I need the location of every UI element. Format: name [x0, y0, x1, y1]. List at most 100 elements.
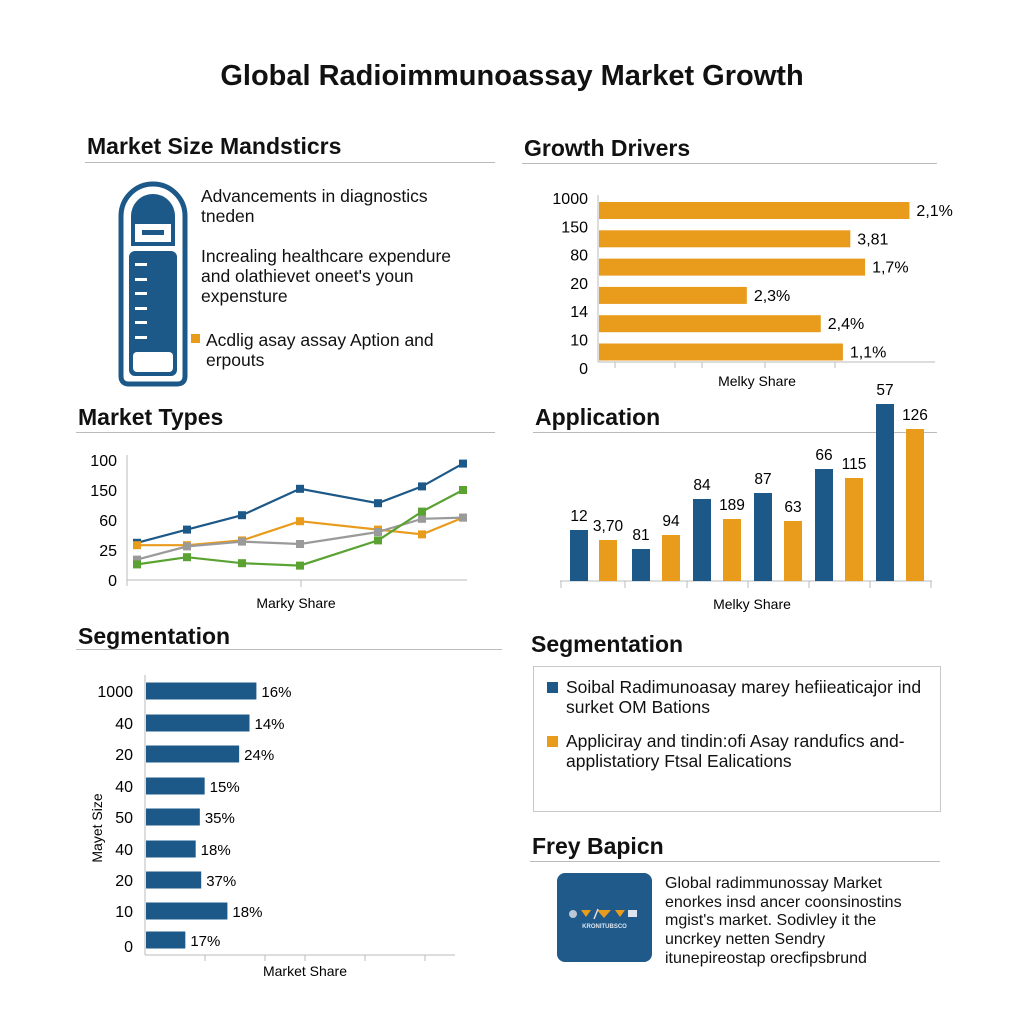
divider [530, 861, 940, 862]
y-tick-label: 100 [90, 453, 117, 470]
data-point-orange [418, 530, 426, 539]
data-point-blue [459, 459, 467, 468]
y-tick-label: 50 [115, 810, 133, 827]
data-label: 94 [662, 513, 680, 530]
data-label: 81 [632, 527, 649, 544]
market-types-chart: 0 25 60 150 100 Marky Share [90, 453, 467, 611]
data-label: 84 [693, 477, 711, 494]
divider [533, 432, 937, 433]
data-label: 63 [784, 499, 801, 516]
data-point-green [374, 536, 382, 545]
legend-item: Soibal Radimunoasay marey hefiieaticajor… [566, 677, 921, 717]
data-label: 37% [206, 873, 236, 890]
item-line: Advancements in diagnostics [201, 186, 428, 206]
bar [146, 902, 228, 920]
bar [876, 404, 894, 581]
bar [146, 745, 240, 763]
description-line: itunepireostap orecfipsbrund [665, 949, 867, 967]
data-label: 126 [902, 407, 928, 424]
market-size-item: Increaling healthcare expendure and olat… [201, 246, 451, 306]
bar [599, 202, 910, 219]
data-point-green [418, 507, 426, 516]
y-tick-label: 40 [115, 842, 133, 859]
data-label: 1,1% [850, 345, 886, 362]
divider [522, 163, 937, 164]
item-line: erpouts [206, 350, 265, 370]
data-label: 189 [719, 497, 745, 514]
data-point-gray [183, 542, 191, 551]
data-label: 12 [570, 508, 587, 525]
growth-drivers-heading: Growth Drivers [524, 135, 691, 161]
bar [693, 499, 711, 581]
data-point-green [296, 561, 304, 570]
divider [76, 649, 502, 650]
data-point-blue [296, 484, 304, 493]
y-tick-label: 25 [99, 543, 117, 560]
bar [599, 540, 617, 581]
data-point-blue [183, 525, 191, 534]
data-point-green [133, 560, 141, 569]
segmentation-chart: 1000 40 20 40 50 40 20 10 0 16% 14% 24%15% 35% 18% 37%… [89, 675, 455, 979]
test-tube-icon [118, 181, 188, 387]
bar [599, 230, 851, 248]
bar [784, 521, 802, 581]
y-tick-label: 40 [115, 779, 133, 796]
segmentation-legend-box [533, 666, 941, 812]
data-point-green [183, 553, 191, 562]
data-label: 14% [255, 716, 285, 733]
growth-drivers-chart: 1000 150 80 20 14 10 0 2,1% 3,81 1,7% 2,3% 2,4% 1,1%… [552, 191, 952, 389]
data-label: 87 [754, 471, 771, 488]
segmentation-heading: Segmentation [78, 623, 231, 649]
bar [845, 478, 863, 581]
data-label: 3,70 [593, 518, 624, 535]
application-chart: 12 3,70 81 94 84 189 87 63 66 115 57 126 Melky Share [560, 382, 932, 612]
application-heading: Application [535, 404, 661, 430]
legend-swatch-blue [547, 682, 558, 693]
data-label: 1,7% [872, 260, 908, 277]
y-axis-label: Mayet Size [89, 793, 105, 862]
segmentation-legend-heading: Segmentation [531, 631, 684, 657]
y-tick-label: 150 [90, 483, 117, 500]
data-point-gray [296, 540, 304, 548]
x-axis-label: Melky Share [718, 373, 796, 389]
data-label: 115 [842, 456, 867, 473]
bar [662, 535, 680, 581]
y-tick-label: 20 [115, 747, 133, 764]
item-line: and olathievet oneet's youn [201, 266, 414, 286]
bar [146, 931, 186, 949]
data-point-orange [133, 541, 141, 550]
item-line: expensture [201, 286, 288, 306]
bar [906, 429, 924, 581]
data-label: 2,4% [828, 316, 864, 333]
data-label: 17% [190, 933, 220, 950]
data-point-gray [418, 514, 426, 523]
data-point-gray [133, 555, 141, 564]
key-description: Global radimmunossay Market enorkes insd… [665, 875, 902, 969]
data-label: 15% [210, 779, 240, 796]
data-point-gray [374, 528, 382, 536]
market-size-heading: Market Size Mandsticrs [87, 133, 342, 159]
bar [723, 519, 741, 581]
y-tick-label: 40 [115, 716, 133, 733]
data-point-blue [418, 482, 426, 491]
market-types-heading: Market Types [78, 404, 224, 430]
description-line: Global radimmunossay Market [665, 875, 882, 892]
data-point-green [459, 486, 467, 494]
data-label: 2,3% [754, 288, 790, 305]
market-size-item: Advancements in diagnostics tneden [201, 186, 428, 226]
bar [146, 871, 202, 889]
y-tick-label: 0 [108, 573, 117, 590]
bar [599, 258, 866, 276]
bullet-icon [191, 334, 200, 343]
y-tick-label: 0 [579, 361, 588, 378]
data-point-gray [238, 537, 246, 546]
logo-text: KRONITUBSCO [582, 924, 627, 930]
legend-swatch-orange [547, 736, 558, 747]
y-tick-label: 1000 [97, 684, 133, 701]
bar [815, 469, 833, 581]
key-heading: Frey Bapicn [532, 833, 664, 859]
bar [146, 777, 205, 795]
description-line: enorkes insd ancer coonsinostins [665, 893, 902, 911]
item-line: Increaling healthcare expendure [201, 246, 452, 266]
y-tick-label: 1000 [552, 191, 588, 208]
